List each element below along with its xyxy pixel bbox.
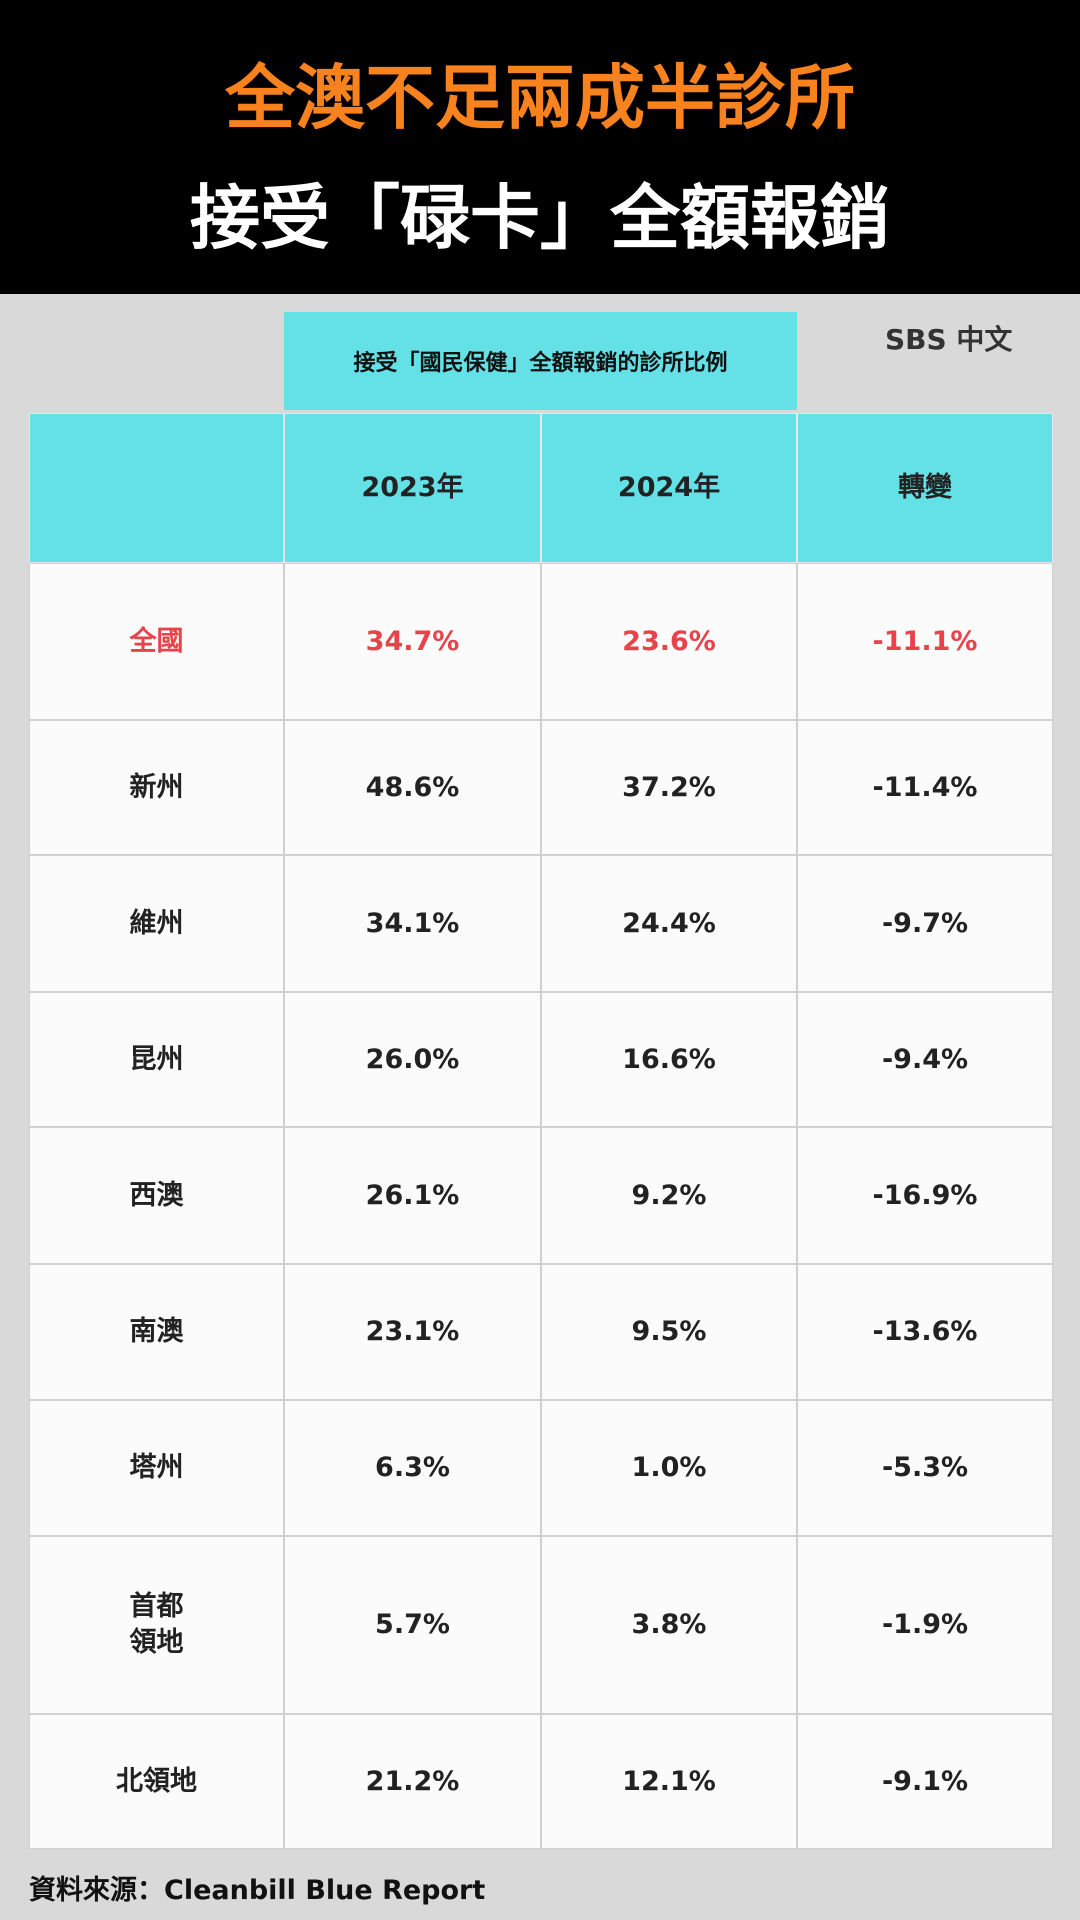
title-line: 接受「碌卡」全額報銷 [190, 177, 890, 259]
table-row: 維州 34.1% 24.4% -9.7% [29, 855, 1053, 992]
header-cell: 轉變 [797, 413, 1053, 563]
row-label: 南澳 [29, 1264, 284, 1400]
table-cell: 9.5% [541, 1264, 797, 1400]
row-label: 全國 [29, 563, 284, 720]
table-cell: 23.1% [284, 1264, 541, 1400]
table-cell: 9.2% [541, 1127, 797, 1264]
table-row: 西澳 26.1% 9.2% -16.9% [29, 1127, 1053, 1264]
table-cell: -9.7% [797, 855, 1053, 992]
table-row: 昆州 26.0% 16.6% -9.4% [29, 992, 1053, 1127]
table-cell: -16.9% [797, 1127, 1053, 1264]
table-row: 新州 48.6% 37.2% -11.4% [29, 720, 1053, 855]
table-row: 塔州 6.3% 1.0% -5.3% [29, 1400, 1053, 1536]
table-cell: 1.0% [541, 1400, 797, 1536]
table-cell: 26.1% [284, 1127, 541, 1264]
row-label: 塔州 [29, 1400, 284, 1536]
table-cell: 5.7% [284, 1536, 541, 1714]
table-caption: 接受「國民保健」全額報銷的診所比例 [284, 312, 797, 410]
table-cell: 48.6% [284, 720, 541, 855]
table-cell: 34.1% [284, 855, 541, 992]
title-line: 全澳不足兩成半診所 [225, 57, 855, 139]
header-cell: 2023年 [284, 413, 541, 563]
table: 2023年 2024年 轉變 全國 34.7% 23.6% -11.1% 新州 48.6% 37.… [29, 413, 1053, 1849]
table-cell: 3.8% [541, 1536, 797, 1714]
table-cell: -9.1% [797, 1714, 1053, 1849]
table-cell: -11.4% [797, 720, 1053, 855]
header-cell [29, 413, 284, 563]
table-cell: -13.6% [797, 1264, 1053, 1400]
table-cell: 24.4% [541, 855, 797, 992]
row-label: 新州 [29, 720, 284, 855]
table-cell: 26.0% [284, 992, 541, 1127]
source-note: 資料來源：Cleanbill Blue Report [29, 1875, 486, 1906]
table-cell: -11.1% [797, 563, 1053, 720]
table-cell: 12.1% [541, 1714, 797, 1849]
row-label: 昆州 [29, 992, 284, 1127]
table-cell: 23.6% [541, 563, 797, 720]
table-row: 全國 34.7% 23.6% -11.1% [29, 563, 1053, 720]
header-row: 2023年 2024年 轉變 [29, 413, 1053, 563]
table-cell: -1.9% [797, 1536, 1053, 1714]
table-cell: 34.7% [284, 563, 541, 720]
header-cell: 2024年 [541, 413, 797, 563]
table-cell: -5.3% [797, 1400, 1053, 1536]
table-cell: 16.6% [541, 992, 797, 1127]
table-cell: 37.2% [541, 720, 797, 855]
table-cell: -9.4% [797, 992, 1053, 1127]
table-cell: 21.2% [284, 1714, 541, 1849]
table-row: 首都 領地 5.7% 3.8% -1.9% [29, 1536, 1053, 1714]
table-row: 南澳 23.1% 9.5% -13.6% [29, 1264, 1053, 1400]
row-label: 西澳 [29, 1127, 284, 1264]
table-cell: 6.3% [284, 1400, 541, 1536]
logo: SBS 中文 [885, 323, 1013, 356]
header: 全澳不足兩成半診所 接受「碌卡」全額報銷 [0, 0, 1080, 294]
row-label: 北領地 [29, 1714, 284, 1849]
row-label: 首都 領地 [29, 1536, 284, 1714]
table-row: 北領地 21.2% 12.1% -9.1% [29, 1714, 1053, 1849]
row-label: 維州 [29, 855, 284, 992]
